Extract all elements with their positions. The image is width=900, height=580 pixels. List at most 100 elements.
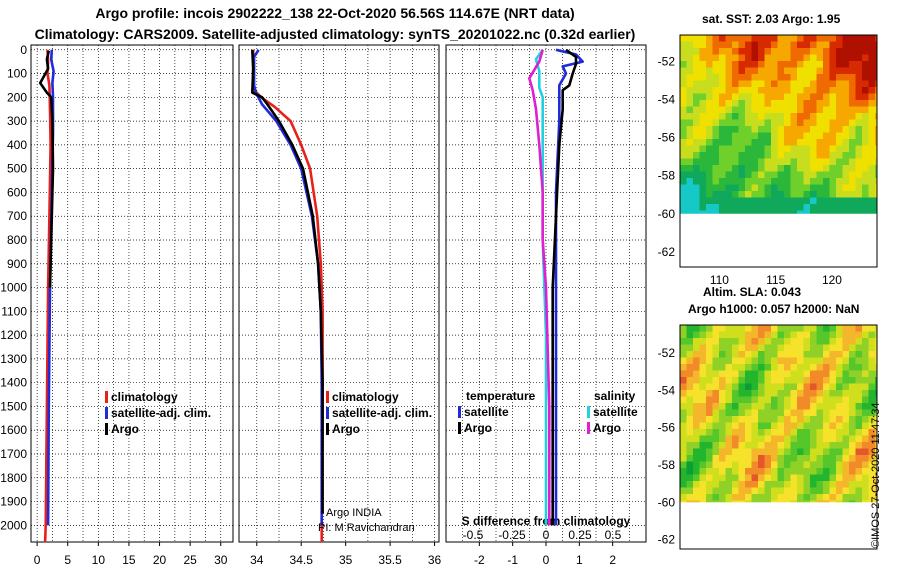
sla-cell xyxy=(725,481,733,488)
sla-cell xyxy=(699,494,707,501)
sla-cell xyxy=(829,487,837,495)
sla-cell xyxy=(680,494,687,501)
sla-cell xyxy=(764,331,772,339)
sla-cell xyxy=(732,370,739,378)
sla-cell xyxy=(751,474,759,482)
sst-cell xyxy=(790,165,798,172)
sla-cell xyxy=(764,468,772,475)
sla-cell xyxy=(803,377,811,384)
sst-cell xyxy=(706,132,713,140)
sla-cell xyxy=(810,468,817,475)
sla-cell xyxy=(855,344,863,352)
sla-cell xyxy=(764,370,772,378)
sla-cell xyxy=(764,494,772,501)
sst-cell xyxy=(836,74,843,81)
sst-cell xyxy=(745,152,752,159)
sla-cell xyxy=(732,494,739,501)
sla-cell xyxy=(725,442,733,449)
sst-cell xyxy=(842,61,850,68)
sla-cell xyxy=(732,468,739,475)
sst-cell xyxy=(810,145,817,153)
sla-cell xyxy=(855,351,863,358)
sst-cell xyxy=(829,35,837,42)
sst-cell xyxy=(862,54,869,62)
sst-cell xyxy=(693,204,700,211)
sla-cell xyxy=(738,390,746,397)
sla-cell xyxy=(823,377,830,384)
sst-cell xyxy=(849,204,856,211)
sst-cell xyxy=(719,119,726,127)
sst-cell xyxy=(758,87,765,94)
sst-cell xyxy=(712,126,720,133)
sla-cell xyxy=(790,409,798,417)
sst-cell xyxy=(725,184,733,192)
sst-cell xyxy=(868,184,876,192)
sla-cell xyxy=(810,435,817,443)
sst-cell xyxy=(738,87,746,94)
sst-cell xyxy=(784,41,791,49)
sla-cell xyxy=(816,325,824,332)
series-line xyxy=(251,49,324,514)
sst-cell xyxy=(868,35,876,42)
sla-cell xyxy=(706,351,713,358)
sla-cell xyxy=(771,331,778,339)
sla-cell xyxy=(693,442,700,449)
sla-cell xyxy=(725,468,733,475)
sla-cell xyxy=(868,494,876,501)
sst-cell xyxy=(725,100,733,107)
sla-cell xyxy=(686,455,694,462)
sst-cell xyxy=(764,152,772,159)
sla-cell xyxy=(771,357,778,365)
sst-cell xyxy=(836,178,843,185)
sla-cell xyxy=(725,344,733,352)
sla-cell xyxy=(699,416,707,423)
sla-cell xyxy=(680,338,687,345)
sla-cell xyxy=(738,383,746,391)
sst-cell xyxy=(784,54,791,62)
sst-cell xyxy=(810,74,817,81)
sla-cell xyxy=(751,429,759,436)
sla-cell xyxy=(712,383,720,391)
sst-cell xyxy=(868,126,876,133)
sst-cell xyxy=(842,191,850,198)
sst-cell xyxy=(719,191,726,198)
sst-cell xyxy=(706,145,713,153)
sla-cell xyxy=(836,364,843,371)
sla-cell xyxy=(764,461,772,469)
sla-cell xyxy=(693,396,700,404)
sst-y-tick-label: -62 xyxy=(658,245,676,259)
sla-cell xyxy=(686,416,694,423)
sst-cell xyxy=(699,61,707,68)
sla-cell xyxy=(751,390,759,397)
sst-cell xyxy=(732,158,739,166)
sst-cell xyxy=(842,80,850,88)
sst-cell xyxy=(745,100,752,107)
sal-legend-label: satellite-adj. clim. xyxy=(332,406,432,420)
sla-cell xyxy=(693,494,700,501)
sst-cell xyxy=(680,171,687,179)
sla-cell xyxy=(745,455,752,462)
sla-cell xyxy=(699,344,707,352)
sla-cell xyxy=(829,325,837,332)
sla-cell xyxy=(693,429,700,436)
sla-cell xyxy=(745,370,752,378)
sst-cell xyxy=(790,80,798,88)
sst-cell xyxy=(771,165,778,172)
diff-legend-temp-argo-swatch xyxy=(458,422,461,434)
sst-cell xyxy=(803,113,811,120)
sst-cell xyxy=(686,132,694,140)
sst-cell xyxy=(706,74,713,81)
x-tick-label: 2 xyxy=(609,553,616,567)
sst-cell xyxy=(790,145,798,153)
sla-cell xyxy=(712,403,720,410)
sla-cell xyxy=(868,383,876,391)
sla-cell xyxy=(693,448,700,456)
sla-cell xyxy=(784,494,791,501)
x-tick-label: 0 xyxy=(34,553,41,567)
sla-cell xyxy=(771,351,778,358)
sla-cell xyxy=(686,370,694,378)
sst-cell xyxy=(751,74,759,81)
sla-cell xyxy=(745,474,752,482)
sla-cell xyxy=(829,448,837,456)
sst-cell xyxy=(680,80,687,88)
